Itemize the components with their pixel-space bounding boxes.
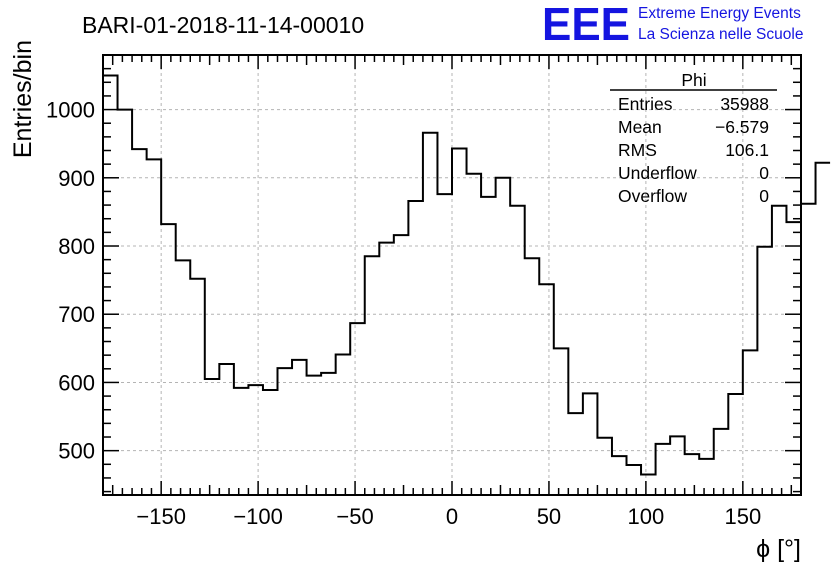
stats-row-label: Overflow [618, 186, 687, 206]
stats-row-label: Entries [618, 94, 673, 114]
logo-subtitle-line2: La Scienza nelle Scuole [638, 26, 803, 43]
y-tick-label: 700 [58, 302, 95, 327]
y-tick-labels: 500 600 700 800 900 1000 [46, 98, 95, 464]
x-tick-label: 100 [628, 504, 665, 529]
x-tick-label: −150 [136, 504, 186, 529]
y-tick-label: 800 [58, 234, 95, 259]
y-tick-label: 600 [58, 370, 95, 395]
axis-ticks [103, 54, 801, 495]
stats-title: Phi [681, 70, 706, 90]
x-axis-label: ϕ [°] [756, 535, 801, 563]
stats-row-label: Underflow [618, 163, 697, 183]
stats-row-value: 35988 [720, 94, 769, 114]
x-tick-label: −100 [233, 504, 283, 529]
y-tick-label: 900 [58, 166, 95, 191]
stats-box: Phi Entries 35988 Mean −6.579 RMS 106.1 … [610, 70, 777, 206]
x-tick-label: −50 [336, 504, 373, 529]
y-tick-label: 500 [58, 439, 95, 464]
y-axis-label: Entries/bin [9, 40, 37, 158]
stats-row-value: 0 [759, 163, 769, 183]
x-tick-label: 150 [724, 504, 761, 529]
stats-row-label: RMS [618, 140, 657, 160]
x-tick-label: 50 [537, 504, 561, 529]
logo-subtitle-line1: Extreme Energy Events [638, 5, 801, 22]
stats-row-value: 0 [759, 186, 769, 206]
histogram-outline [103, 74, 831, 476]
stats-row-value: 106.1 [725, 140, 769, 160]
stats-row-value: −6.579 [715, 117, 769, 137]
y-tick-label: 1000 [46, 98, 95, 123]
run-title: BARI-01-2018-11-14-00010 [82, 12, 364, 38]
eee-logo: EEE [542, 0, 630, 50]
x-tick-labels: −150 −100 −50 0 50 100 150 [136, 504, 761, 529]
grid-lines [103, 55, 801, 495]
stats-row-label: Mean [618, 117, 662, 137]
x-tick-label: 0 [446, 504, 458, 529]
